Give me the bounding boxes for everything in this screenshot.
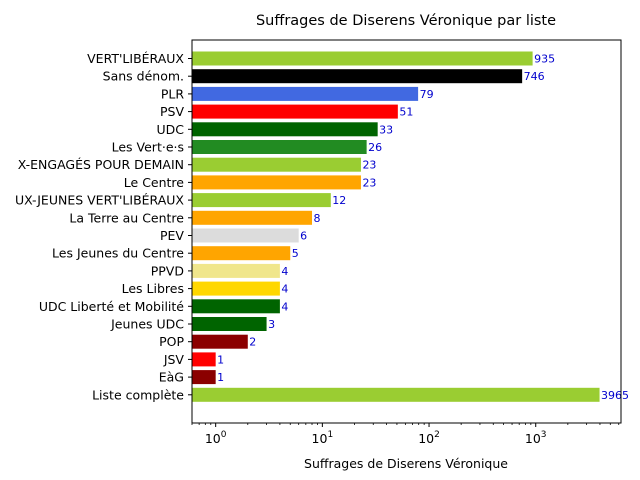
bar [192, 387, 600, 402]
y-tick-label: PPVD [151, 263, 184, 278]
y-tick-label: JSV [163, 352, 185, 367]
bar [192, 281, 280, 296]
bar-value-label: 26 [368, 141, 382, 154]
x-tick-label: 101 [312, 430, 334, 446]
bar-value-label: 935 [534, 53, 555, 66]
bar [192, 246, 291, 261]
bar [192, 228, 299, 243]
bar [192, 104, 398, 119]
chart-title: Suffrages de Diserens Véronique par list… [256, 13, 556, 29]
bar [192, 317, 267, 331]
bar-value-label: 33 [379, 123, 393, 136]
bar [192, 210, 313, 225]
bar-value-label: 3965 [601, 389, 629, 402]
bar-value-label: 1 [217, 371, 224, 384]
bar [192, 140, 367, 154]
bar-value-label: 6 [300, 230, 307, 243]
bar-value-label: 23 [362, 176, 376, 189]
y-tick-label: Les Libres [122, 281, 184, 296]
y-tick-label: Jeunes UDC [110, 317, 184, 332]
bar [192, 157, 361, 172]
y-tick-label: UDC Liberté et Mobilité [39, 299, 184, 314]
bar [192, 122, 378, 137]
y-tick-label: X-ENGAGÉS POUR DEMAIN [18, 157, 184, 172]
y-tick-label: Sans dénom. [103, 69, 184, 84]
bar-value-label: 746 [524, 70, 545, 83]
bar [192, 69, 523, 84]
y-tick-label: UX-JEUNES VERT'LIBÉRAUX [15, 193, 184, 208]
y-tick-label: Les Vert·e·s [112, 140, 184, 155]
bar-value-label: 1 [217, 353, 224, 366]
bar-value-label: 5 [292, 247, 299, 260]
x-tick-label: 100 [205, 430, 227, 446]
bar [192, 193, 331, 208]
bars-layer [192, 51, 600, 402]
bar [192, 334, 248, 349]
y-tick-labels: VERT'LIBÉRAUX Sans dénom. PLR PSV UDC Les Ver… [15, 51, 192, 402]
y-tick-label: POP [159, 334, 184, 349]
bar-value-label: 3 [268, 318, 275, 331]
x-axis-ticks: 100 101 102 103 [191, 423, 620, 446]
y-tick-label: PSV [160, 104, 184, 119]
bar-value-label: 51 [399, 106, 413, 119]
x-tick-label: 103 [525, 430, 547, 446]
bar [192, 263, 280, 278]
y-tick-label: PLR [161, 86, 185, 101]
y-tick-label: Liste complète [92, 387, 184, 402]
y-tick-label: Les Jeunes du Centre [52, 246, 184, 261]
y-tick-label: Le Centre [124, 175, 185, 190]
bar-value-label: 4 [281, 265, 288, 278]
y-tick-label: UDC [156, 122, 184, 137]
x-tick-label: 102 [418, 430, 440, 446]
bar-value-label: 2 [249, 336, 256, 349]
y-tick-label: EàG [159, 370, 184, 385]
bar-value-label: 79 [420, 88, 434, 101]
bar [192, 299, 280, 314]
y-tick-label: La Terre au Centre [69, 210, 184, 225]
y-tick-label: PEV [160, 228, 184, 243]
bar [192, 370, 216, 385]
bar [192, 175, 361, 190]
y-tick-label: VERT'LIBÉRAUX [87, 51, 184, 66]
x-axis-label: Suffrages de Diserens Véronique [304, 456, 508, 471]
bar-value-label: 4 [281, 283, 288, 296]
bar-value-label: 8 [314, 212, 321, 225]
bar [192, 352, 216, 367]
bar-value-label: 4 [281, 300, 288, 313]
bar [192, 86, 419, 101]
bar [192, 51, 533, 66]
plot-frame [191, 39, 622, 424]
bar-value-label: 12 [332, 194, 346, 207]
bar-value-label: 23 [362, 159, 376, 172]
